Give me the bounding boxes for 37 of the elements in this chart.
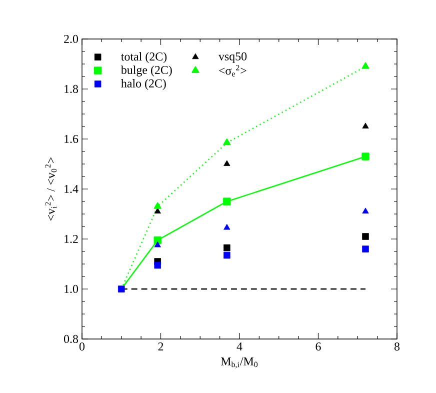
y-tick-label: 1.6 (64, 134, 78, 144)
y-tick-label: 1.8 (64, 84, 78, 94)
x-axis-title: M$_{b,i}$/M$_{0}$ (220, 357, 258, 368)
y-tick-label: 2.0 (64, 34, 78, 44)
y-axis-title: <v$_{i}$$^{2}$> / <v$_{0}$$^{2}$> (45, 157, 57, 221)
point (154, 236, 162, 244)
point (223, 138, 231, 146)
legend-label: total (2C) (121, 52, 167, 64)
point (362, 233, 369, 240)
point (362, 62, 370, 69)
point (154, 208, 161, 214)
x-tick-label: 8 (394, 342, 400, 351)
point (154, 241, 161, 248)
point (362, 208, 369, 214)
legend-label: bulge (2C) (120, 66, 172, 76)
y-tick-label: 1.4 (64, 184, 78, 194)
x-tick-label: 2 (158, 342, 164, 350)
point (154, 262, 161, 269)
point (362, 122, 369, 128)
x-tick-label: 0 (79, 342, 85, 351)
point (362, 152, 370, 160)
point (224, 160, 230, 166)
point (224, 244, 230, 252)
point (362, 246, 369, 252)
point (223, 198, 231, 206)
point (154, 202, 162, 209)
y-tick-label: 1.2 (64, 234, 78, 244)
y-tick-label: 0.8 (64, 334, 78, 344)
x-tick-label: 6 (316, 342, 321, 351)
legend-label: <σ$_{e}$$^{2}$> (219, 64, 246, 76)
point (224, 224, 230, 230)
point (224, 252, 230, 259)
legend-label: halo (2C) (121, 79, 166, 90)
y-tick-label: 1.0 (64, 284, 78, 294)
point (118, 286, 125, 292)
x-tick-label: 4 (236, 342, 242, 350)
legend-label: vsq50 (218, 52, 247, 63)
